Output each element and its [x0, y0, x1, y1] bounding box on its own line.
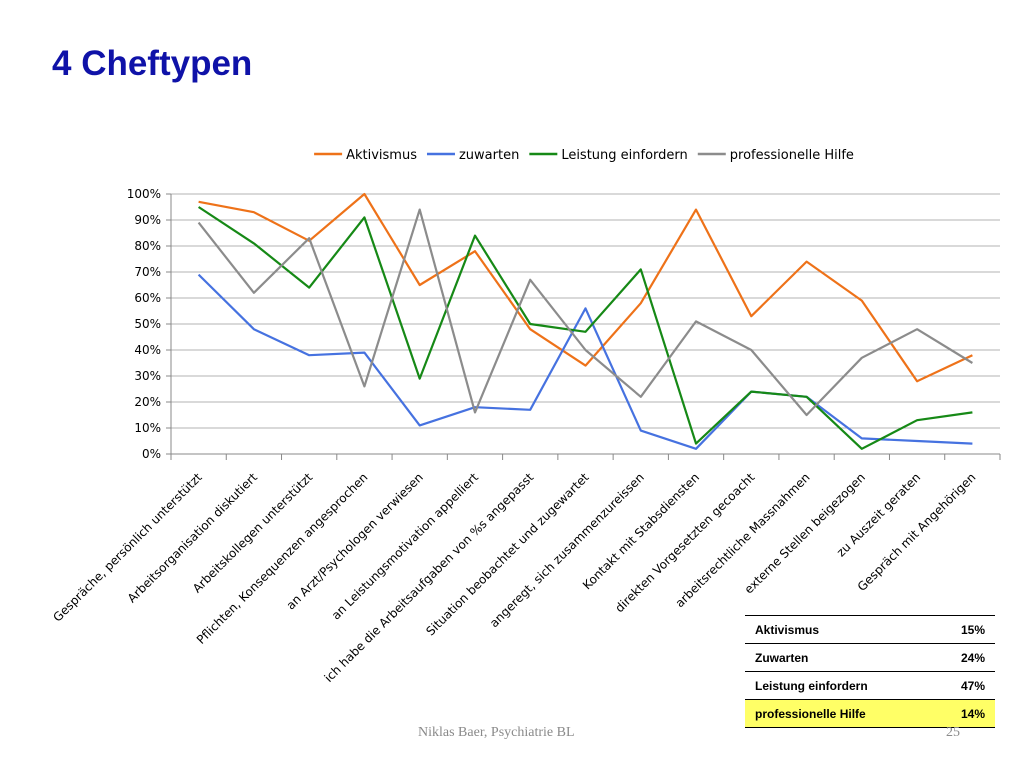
table-row: Zuwarten 24%: [745, 643, 995, 672]
series-line: [197, 208, 973, 417]
table-cell-label: Zuwarten: [745, 643, 933, 672]
y-tick-label: 70%: [134, 265, 161, 279]
chart-gridlines: [171, 193, 1000, 429]
series-line: [197, 273, 973, 450]
chart-axes: [166, 193, 1001, 460]
series-line: [197, 206, 973, 450]
table-row: Aktivismus 15%: [745, 615, 995, 644]
table-cell-label: Leistung einfordern: [745, 671, 933, 700]
table-cell-label: Aktivismus: [745, 615, 933, 644]
table-cell-value: 14%: [932, 699, 995, 728]
page-number: 25: [946, 725, 960, 740]
legend-label: zuwarten: [459, 148, 519, 163]
y-tick-label: 50%: [134, 317, 161, 331]
chart-legend: Aktivismus zuwarten Leistung einfordern pro…: [314, 148, 854, 163]
legend-label: Leistung einfordern: [561, 148, 687, 163]
x-tick-label: Gespräch mit Angehörigen: [855, 470, 979, 594]
footer-author: Niklas Baer, Psychiatrie BL: [418, 725, 575, 740]
table-row-highlighted: professionelle Hilfe 14%: [745, 699, 995, 728]
x-tick-label: Kontakt mit Stabsdiensten: [580, 470, 702, 592]
chart-series: [197, 192, 973, 450]
table-cell-value: 15%: [932, 615, 995, 644]
table-cell-label: professionelle Hilfe: [745, 699, 933, 728]
slide-title: 4 Cheftypen: [52, 44, 253, 83]
y-tick-label: 90%: [134, 213, 161, 227]
y-axis-ticks: 0% 10% 20% 30% 40% 50% 60% 70% 80% 90% 100%: [127, 187, 161, 461]
y-tick-label: 0%: [142, 447, 161, 461]
x-tick-label: Arbeitskollegen unterstützt: [190, 470, 316, 596]
y-tick-label: 80%: [134, 239, 161, 253]
y-tick-label: 30%: [134, 369, 161, 383]
y-tick-label: 60%: [134, 291, 161, 305]
x-tick-label: ich habe die Arbeitsaufgaben von %s ange…: [322, 470, 537, 685]
legend-label: Aktivismus: [346, 148, 417, 163]
series-line: [198, 192, 973, 383]
legend-label: professionelle Hilfe: [730, 148, 854, 163]
table-cell-value: 47%: [932, 671, 995, 700]
table-cell-value: 24%: [932, 643, 995, 672]
y-tick-label: 40%: [134, 343, 161, 357]
y-tick-label: 10%: [134, 421, 161, 435]
summary-table: Aktivismus 15% Zuwarten 24% Leistung ein…: [745, 615, 995, 728]
table-row: Leistung einfordern 47%: [745, 671, 995, 700]
y-tick-label: 20%: [134, 395, 161, 409]
y-tick-label: 100%: [127, 187, 161, 201]
